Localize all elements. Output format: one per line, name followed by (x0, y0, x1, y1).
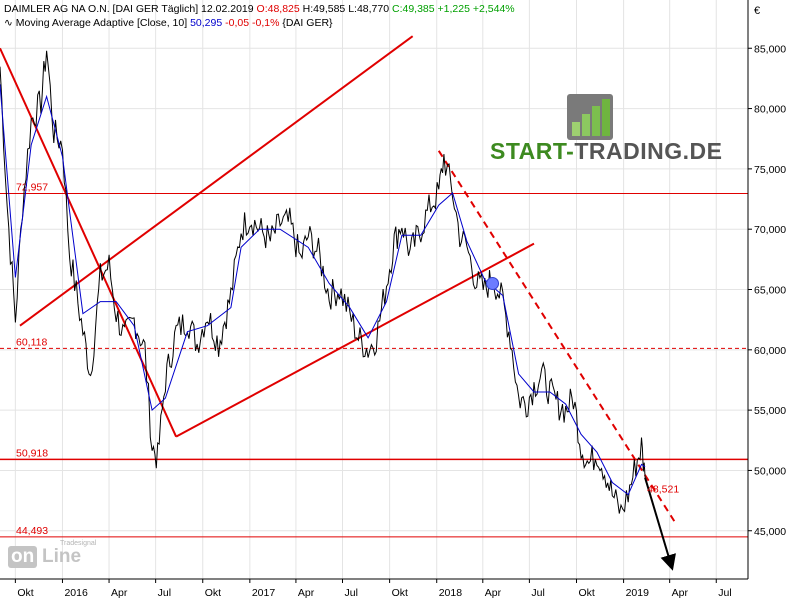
y-tick-label: 85,000 (754, 43, 786, 55)
moving-average-line (0, 84, 646, 496)
x-tick-label: Apr (485, 587, 502, 599)
start-trading-watermark: START-TRADING.DE (490, 138, 722, 165)
y-tick-label: 55,000 (754, 405, 786, 417)
ma-indicator-icon: ∿ (4, 17, 13, 29)
y-tick-label: 50,000 (754, 465, 786, 477)
x-tick-label: Jul (718, 587, 731, 599)
x-tick-label: 2016 (64, 587, 88, 599)
y-tick-label: 80,000 (754, 104, 786, 116)
y-tick-label: 45,000 (754, 526, 786, 538)
series-layer (0, 50, 646, 514)
y-tick-label: 65,000 (754, 285, 786, 297)
x-tick-label: Okt (205, 587, 221, 599)
x-tick-label: Jul (531, 587, 544, 599)
online-logo-small: Tradesignal (60, 540, 97, 547)
level-label: 72,957 (16, 182, 48, 194)
forecast-arrow-line (644, 477, 676, 571)
quote-date: 12.02.2019 (201, 3, 254, 15)
x-tick-label: Jul (345, 587, 358, 599)
x-tick-label: Apr (111, 587, 128, 599)
frequency-label: Täglich] (161, 3, 199, 15)
logo-bar (582, 114, 590, 136)
level-label: 50,918 (16, 447, 48, 459)
price-annotation-label: 48,521 (647, 483, 679, 495)
currency-label: € (754, 5, 760, 17)
x-tick-label: 2019 (626, 587, 650, 599)
trend-line (19, 35, 414, 327)
trend-line (0, 47, 178, 438)
ma-exchange: {DAI GER} (282, 17, 333, 29)
online-logo-on: on (8, 546, 38, 568)
level-label: 44,493 (16, 525, 48, 537)
logo-bar (592, 106, 600, 136)
online-logo-line: Line (42, 546, 82, 567)
chart-header-line2: ∿ Moving Average Adaptive [Close, 10] 50… (4, 17, 333, 29)
price-series-line (0, 50, 646, 514)
trend-line (437, 150, 676, 522)
x-tick-label: Okt (392, 587, 408, 599)
logo-bar (602, 99, 610, 136)
x-tick-label: Apr (672, 587, 689, 599)
ma-change: -0,05 (225, 17, 250, 29)
x-tick-label: 2018 (439, 587, 463, 599)
close-value: C:49,385 (392, 3, 435, 15)
annot-layer: 48,521 (486, 276, 679, 495)
y-tick-label: 75,000 (754, 164, 786, 176)
watermark-layer (567, 94, 613, 140)
high-value: H:49,585 (302, 3, 346, 15)
logo-bar (572, 122, 580, 136)
axis-layer: 45,000 50,000 55,000 60,000 65,000 70,000 75,0… (0, 0, 786, 599)
watermark-brand-b: TRADING.DE (574, 138, 723, 164)
y-tick-label: 70,000 (754, 224, 786, 236)
level-label: 60,118 (16, 336, 47, 348)
x-tick-label: Okt (17, 587, 33, 599)
watermark-brand-a: START- (490, 138, 575, 164)
ma-label: Moving Average Adaptive [Close, 10] (15, 17, 188, 29)
instrument-name: DAIMLER AG NA O.N. [DAI GER (4, 3, 159, 15)
ma-value: 50,295 (190, 17, 223, 29)
low-value: L:48,770 (348, 3, 390, 15)
x-tick-label: 2017 (252, 587, 276, 599)
y-tick-label: 60,000 (754, 345, 786, 357)
change-value: +1,225 (437, 3, 470, 15)
chart-header-line1: DAIMLER AG NA O.N. [DAI GER Täglich] 12.… (4, 3, 515, 15)
x-tick-label: Apr (298, 587, 315, 599)
trend-layer (0, 35, 676, 571)
open-value: O:48,825 (256, 3, 300, 15)
ma-change-pct: -0,1% (251, 17, 280, 29)
x-tick-label: Jul (158, 587, 171, 599)
change-pct-value: +2,544% (472, 3, 515, 15)
crossover-marker (486, 276, 500, 290)
start-trading-logo-icon (567, 94, 613, 140)
trend-line (175, 242, 535, 438)
x-tick-label: Okt (578, 587, 594, 599)
